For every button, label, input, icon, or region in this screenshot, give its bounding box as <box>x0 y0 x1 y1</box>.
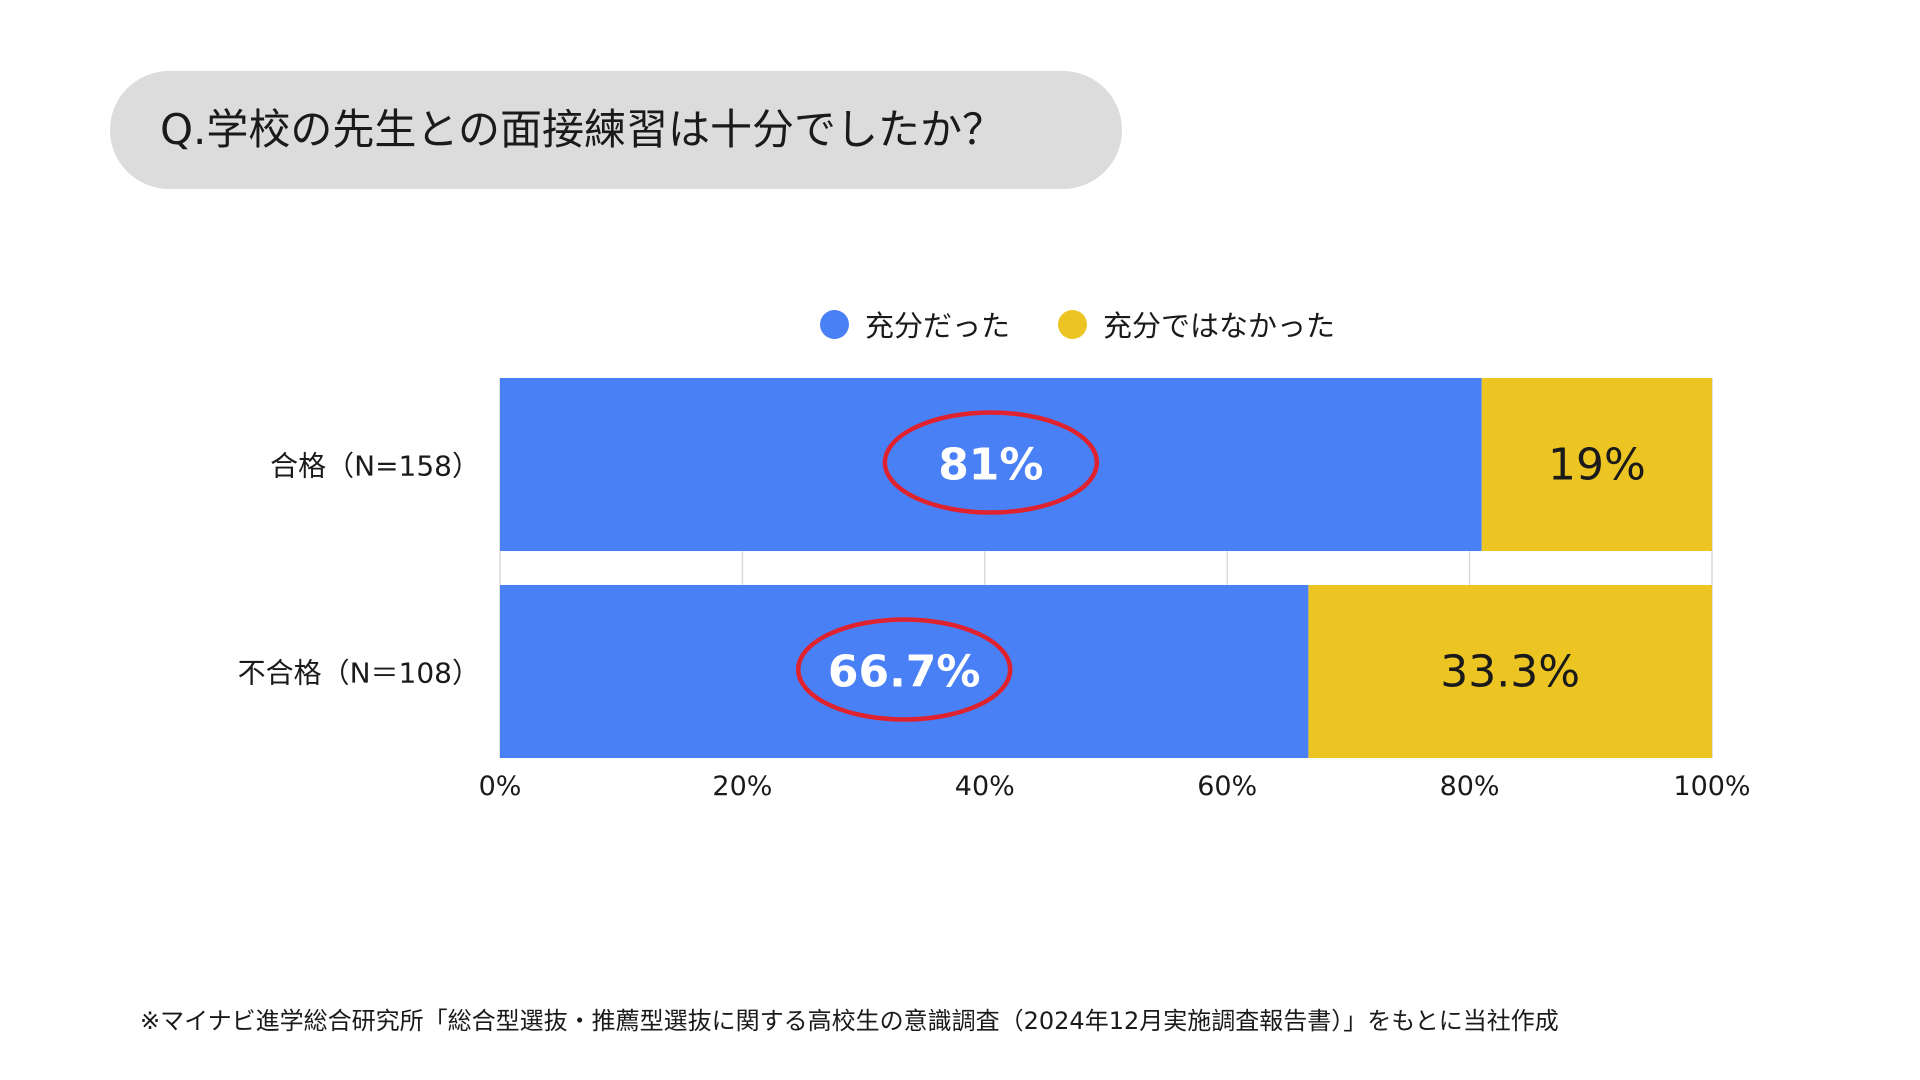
bar-segment-insufficient <box>1308 585 1712 758</box>
legend-swatch-insufficient <box>1058 309 1088 339</box>
x-tick-label: 20% <box>712 771 772 802</box>
chart-legend: 充分だった 充分ではなかった <box>820 302 1383 346</box>
question-banner: Q.学校の先生との面接練習は十分でしたか？ <box>110 71 1122 189</box>
data-label: 33.3% <box>1440 647 1580 698</box>
highlight-ring <box>795 617 1013 722</box>
question-text: Q.学校の先生との面接練習は十分でしたか？ <box>160 105 1004 154</box>
data-label: 19% <box>1548 440 1646 491</box>
highlight-ring <box>882 410 1100 515</box>
data-label: 66.7% <box>828 647 981 698</box>
x-tick-label: 60% <box>1197 771 1257 802</box>
bar-segment-sufficient <box>500 585 1309 758</box>
bar-segment-sufficient <box>500 378 1482 551</box>
legend-label-sufficient: 充分だった <box>865 309 1011 343</box>
category-label: 合格（N=158） <box>270 450 480 483</box>
bar-segment-insufficient <box>1481 378 1712 551</box>
x-tick-label: 100% <box>1673 771 1750 802</box>
category-label: 不合格（N＝108） <box>238 657 480 690</box>
x-tick-label: 0% <box>479 771 522 802</box>
legend-label-insufficient: 充分ではなかった <box>1103 309 1336 343</box>
source-footnote: ※マイナビ進学総合研究所「総合型選抜・推薦型選抜に関する高校生の意識調査（202… <box>140 1007 1559 1035</box>
legend-swatch-sufficient <box>820 309 849 339</box>
x-tick-label: 40% <box>955 771 1015 802</box>
legend-item-insufficient: 充分ではなかった <box>1058 303 1335 345</box>
x-tick-label: 80% <box>1440 771 1500 802</box>
data-label: 81% <box>938 440 1043 491</box>
legend-item-sufficient: 充分だった <box>820 303 1010 345</box>
